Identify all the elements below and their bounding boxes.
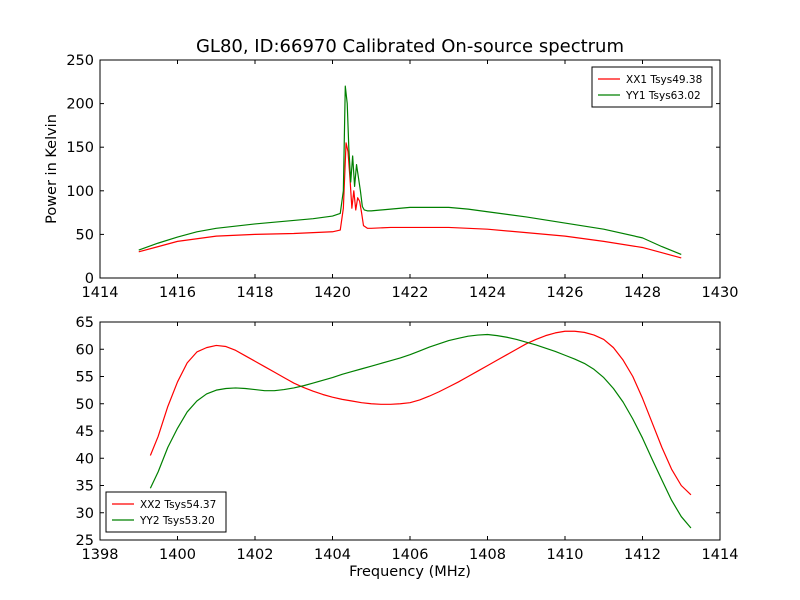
bottom-series-yy-line: [149, 333, 692, 529]
top-y-axis-label: Power in Kelvin: [44, 114, 60, 224]
top-series-yy-line: [138, 85, 682, 256]
top-x-tick-label: 1414: [82, 285, 119, 301]
top-x-tick-label: 1426: [547, 285, 584, 301]
top-x-tick-label: 1428: [624, 285, 661, 301]
bottom-x-tick-label: 1412: [624, 547, 661, 563]
top-y-tick-label: 150: [66, 140, 94, 156]
top-legend-label: XX1 Tsys49.38: [626, 74, 702, 86]
bottom-legend-label: YY2 Tsys53.20: [139, 515, 215, 527]
bottom-y-tick-label: 25: [76, 533, 94, 549]
bottom-legend: XX2 Tsys54.37 YY2 Tsys53.20: [105, 491, 227, 533]
top-x-tick-label: 1422: [392, 285, 429, 301]
bottom-x-tick-label: 1404: [314, 547, 351, 563]
bottom-y-tick-label: 35: [76, 479, 94, 495]
bottom-y-tick-label: 60: [76, 342, 94, 358]
bottom-x-tick-label: 1414: [702, 547, 739, 563]
top-series-xx-line: [138, 142, 682, 259]
bottom-series-xx-line: [149, 330, 692, 496]
bottom-x-axis-label: Frequency (MHz): [349, 564, 471, 580]
top-x-tick-label: 1420: [314, 285, 351, 301]
bottom-y-tick-label: 55: [76, 370, 94, 386]
top-ticks: 1414 1416 1418 1420 1422 1424 1426 1428 1430 0 50 1…: [66, 53, 738, 301]
top-y-tick-label: 50: [76, 227, 94, 243]
top-x-tick-label: 1418: [237, 285, 274, 301]
bottom-series-layer: [149, 330, 692, 529]
figure-title: GL80, ID:66970 Calibrated On-source spec…: [196, 36, 624, 57]
top-y-tick-label: 0: [85, 271, 94, 287]
top-y-tick-label: 250: [66, 53, 94, 69]
top-legend-box: [591, 66, 713, 108]
bottom-y-tick-label: 40: [76, 451, 94, 467]
bottom-x-tick-label: 1410: [547, 547, 584, 563]
top-series-layer: [138, 85, 682, 259]
bottom-panel: 1398 1400 1402 1404 1406 1408 1410 1412 1414 25 30…: [76, 315, 739, 580]
bottom-y-tick-label: 65: [76, 315, 94, 331]
bottom-x-tick-label: 1408: [469, 547, 506, 563]
top-y-tick-label: 100: [66, 184, 94, 200]
bottom-x-tick-label: 1398: [82, 547, 119, 563]
top-x-tick-label: 1416: [159, 285, 196, 301]
top-legend-label: YY1 Tsys63.02: [625, 90, 701, 102]
bottom-legend-box: [105, 491, 227, 533]
bottom-x-tick-label: 1406: [392, 547, 429, 563]
bottom-y-tick-label: 30: [76, 506, 94, 522]
top-x-tick-label: 1430: [702, 285, 739, 301]
bottom-y-tick-label: 50: [76, 397, 94, 413]
bottom-legend-label: XX2 Tsys54.37: [140, 499, 216, 511]
top-legend: XX1 Tsys49.38 YY1 Tsys63.02: [591, 66, 713, 108]
bottom-y-tick-label: 45: [76, 424, 94, 440]
bottom-x-tick-label: 1402: [237, 547, 274, 563]
bottom-x-tick-label: 1400: [159, 547, 196, 563]
top-panel: 1414 1416 1418 1420 1422 1424 1426 1428 1430 0 50 1…: [44, 53, 738, 301]
top-y-tick-label: 200: [66, 97, 94, 113]
bottom-ticks: 1398 1400 1402 1404 1406 1408 1410 1412 1414 25 30…: [76, 315, 739, 563]
top-x-tick-label: 1424: [469, 285, 506, 301]
